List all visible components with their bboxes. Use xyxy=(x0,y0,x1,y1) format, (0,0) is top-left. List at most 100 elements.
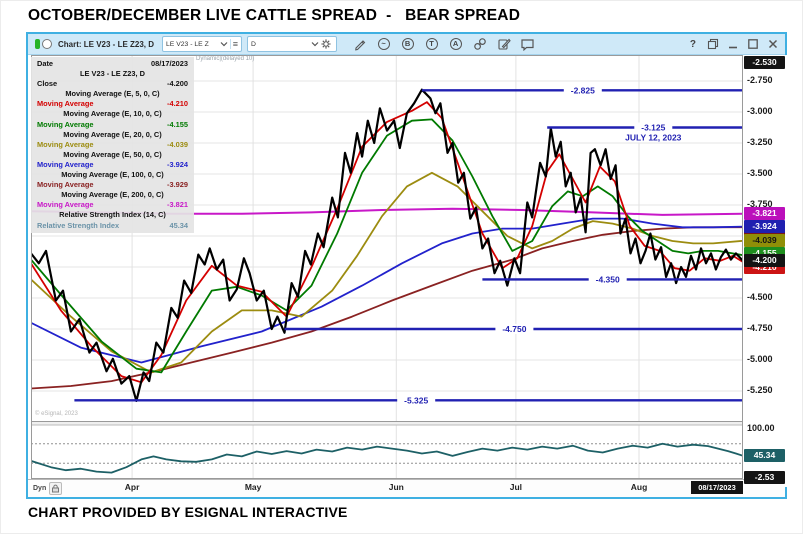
legend-row: Close -4.200 xyxy=(37,79,188,89)
legend-row: Moving Average -3.821 xyxy=(37,200,188,210)
trendline-label-bg xyxy=(397,395,436,406)
help-button[interactable]: ? xyxy=(689,38,696,50)
minimize-button[interactable] xyxy=(726,38,739,51)
trendline-label: -4.750 xyxy=(502,324,526,334)
trendline-label: -2.825 xyxy=(571,85,595,95)
x-axis-month-label: Apr xyxy=(124,482,140,492)
price-axis[interactable]: -2.750 -3.000 -3.250 -3.500 -3.750 -4.500 -4.7… xyxy=(743,55,787,487)
window-title: Chart: LE V23 - LE Z23, D xyxy=(58,39,155,49)
chat-button[interactable] xyxy=(520,37,535,52)
series-ema5[interactable] xyxy=(31,101,743,384)
series-price[interactable] xyxy=(31,88,743,402)
rsi-badge: 45.34 xyxy=(744,449,785,463)
notes-pen-icon xyxy=(497,38,511,50)
y-axis-label: -3.000 xyxy=(747,106,773,116)
legend-header: Moving Average (E, 50, 0, C) xyxy=(63,149,162,159)
y-axis-label: -5.000 xyxy=(747,354,773,364)
link-button[interactable] xyxy=(472,37,487,52)
window-titlebar[interactable]: Chart: LE V23 - LE Z23, D LE V23 - LE Z … xyxy=(28,34,785,55)
dyn-label: Dyn xyxy=(33,485,47,492)
rsi-badge: -2.53 xyxy=(744,471,785,484)
interval-dropdown-value: D xyxy=(251,40,256,48)
chart-plot-area[interactable]: -2.825 -3.125 JULY 12, 2023 -4.350 -4.750 -5.… xyxy=(31,55,743,479)
legend-row: Moving Average -4.039 xyxy=(37,139,188,149)
trendline-label: -4.350 xyxy=(596,274,620,284)
toolbar: ~ B T A xyxy=(352,37,535,52)
x-axis-month-label: May xyxy=(244,482,262,492)
notes-button[interactable] xyxy=(496,37,511,52)
bar-tool-icon: B xyxy=(401,38,414,50)
legend-header: Moving Average (E, 5, 0, C) xyxy=(65,89,160,99)
connection-indicator-icon xyxy=(35,39,40,49)
close-button[interactable] xyxy=(766,38,779,51)
y-axis-label: -4.750 xyxy=(747,323,773,333)
page-caption: CHART PROVIDED BY ESIGNAL INTERACTIVE xyxy=(28,504,348,520)
price-badge: -2.530 xyxy=(744,56,785,69)
window-controls xyxy=(706,38,779,51)
chart-window: Chart: LE V23 - LE Z23, D LE V23 - LE Z … xyxy=(26,32,787,499)
x-axis-month-label: Jul xyxy=(509,482,523,492)
y-axis-label: -3.750 xyxy=(747,199,773,209)
trendline-label-bg xyxy=(588,274,627,285)
wave-icon: ~ xyxy=(377,38,390,50)
close-icon xyxy=(768,39,777,49)
symbol-dropdown[interactable]: LE V23 - LE Z ≡ xyxy=(162,36,243,52)
panel-separator xyxy=(31,421,743,426)
draw-pencil-button[interactable] xyxy=(352,37,367,52)
text-tool-button[interactable]: T xyxy=(424,37,439,52)
interval-dropdown[interactable]: D xyxy=(247,36,338,52)
series-rsi[interactable] xyxy=(31,442,743,474)
price-badge: -4.200 xyxy=(744,254,785,268)
x-axis-month-label: Aug xyxy=(630,482,648,492)
plot-border xyxy=(31,55,743,479)
menu-icon[interactable]: ≡ xyxy=(232,39,239,49)
lock-icon[interactable] xyxy=(49,482,63,495)
page-title: OCTOBER/DECEMBER LIVE CATTLE SPREAD - BE… xyxy=(28,7,521,24)
trendline-sublabel: JULY 12, 2023 xyxy=(625,133,682,143)
price-badge: -3.821 xyxy=(744,207,785,221)
trendline-label: -3.125 xyxy=(641,123,665,133)
legend-header: LE V23 - LE Z23, D xyxy=(80,69,145,79)
chat-bubble-icon xyxy=(521,39,534,51)
series-ema50[interactable] xyxy=(31,217,743,364)
legend-row: Moving Average -3.929 xyxy=(37,180,188,190)
annotate-tool-icon: A xyxy=(449,38,462,50)
y-axis-label: -5.250 xyxy=(747,385,773,395)
restore-icon xyxy=(707,38,718,50)
status-indicator-icon xyxy=(42,39,52,49)
trendline-label-bg xyxy=(634,122,673,133)
pencil-icon xyxy=(354,40,365,51)
dyn-button[interactable]: Dyn xyxy=(33,482,63,495)
rsi-axis-label: 100.00 xyxy=(747,423,775,433)
maximize-button[interactable] xyxy=(746,38,759,51)
y-axis-label: -2.750 xyxy=(747,75,773,85)
legend-row: Relative Strength Index 45.34 xyxy=(37,220,188,230)
legend-row: Moving Average -4.155 xyxy=(37,119,188,129)
y-axis-label: -4.500 xyxy=(747,292,773,302)
gear-icon[interactable] xyxy=(319,37,333,51)
annotate-tool-button[interactable]: A xyxy=(448,37,463,52)
legend-header: Moving Average (E, 100, 0, C) xyxy=(61,170,164,180)
y-axis-label: -3.250 xyxy=(747,137,773,147)
price-badge: -4.039 xyxy=(744,234,785,248)
wave-tool-button[interactable]: ~ xyxy=(376,37,391,52)
y-axis-label: -3.500 xyxy=(747,168,773,178)
restore-button[interactable] xyxy=(706,38,719,51)
link-icon xyxy=(473,38,486,50)
legend-header: Moving Average (E, 10, 0, C) xyxy=(63,109,162,119)
bar-tool-button[interactable]: B xyxy=(400,37,415,52)
series-ema20[interactable] xyxy=(31,171,743,374)
esignal-watermark: © eSignal, 2023 xyxy=(35,411,78,417)
legend-header: Moving Average (E, 20, 0, C) xyxy=(63,129,162,139)
price-badge: -3.924 xyxy=(744,220,785,234)
time-axis-bar: Dyn Apr May Jun Jul Aug 08/17/2023 xyxy=(28,479,785,497)
symbol-dropdown-value: LE V23 - LE Z xyxy=(166,40,209,48)
trendline-label: -5.325 xyxy=(404,395,428,405)
x-axis-month-label: Jun xyxy=(388,482,404,492)
legend-row: Moving Average -4.210 xyxy=(37,99,188,109)
last-date-badge: 08/17/2023 xyxy=(691,481,743,494)
feed-status-note: Dynamic|(delayed 10) xyxy=(196,56,255,62)
trendline-label-bg xyxy=(495,324,534,334)
